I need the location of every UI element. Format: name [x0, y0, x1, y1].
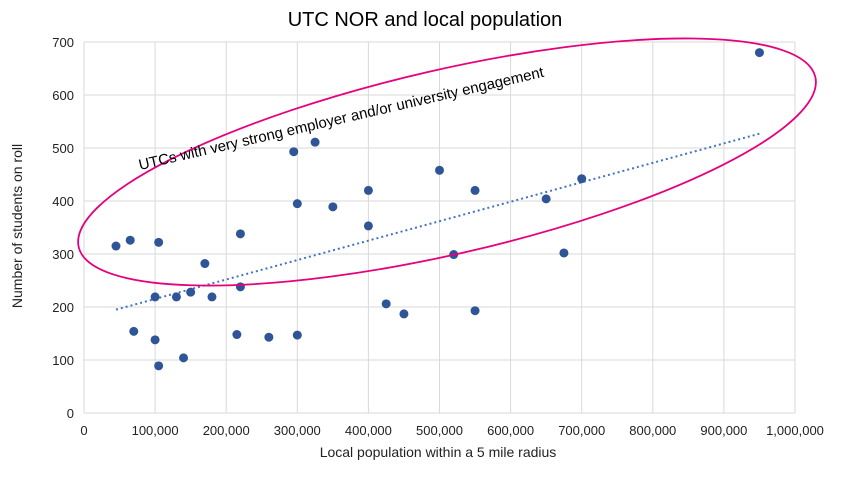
data-point — [232, 330, 242, 340]
data-point — [179, 353, 189, 363]
data-point — [310, 137, 320, 147]
x-tick-label: 1,000,000 — [766, 423, 824, 438]
data-point — [171, 292, 181, 302]
trendline — [115, 132, 760, 311]
x-tick-label: 200,000 — [203, 423, 250, 438]
data-point — [541, 194, 551, 204]
data-point — [150, 335, 160, 345]
highlight-ellipse — [77, 37, 817, 287]
x-tick-label: 500,000 — [416, 423, 463, 438]
data-point — [363, 221, 373, 231]
x-tick-label: 700,000 — [558, 423, 605, 438]
y-tick-label: 300 — [52, 247, 74, 262]
x-tick-label: 400,000 — [345, 423, 392, 438]
y-tick-label: 100 — [52, 353, 74, 368]
y-tick-label: 500 — [52, 141, 74, 156]
chart-title: UTC NOR and local population — [288, 9, 563, 31]
data-point — [200, 259, 210, 269]
data-point — [129, 326, 139, 336]
data-point — [577, 174, 587, 184]
y-tick-label: 200 — [52, 300, 74, 315]
data-point — [435, 165, 444, 175]
y-tick-label: 400 — [52, 194, 74, 209]
tick-labels: 0 100 200 300 400 500 600 700 0 100,000 200,000 300… — [52, 35, 824, 438]
highlight-group: UTCs with very strong employer and/or un… — [77, 37, 817, 287]
trendline-line — [115, 132, 760, 311]
data-point — [154, 361, 164, 371]
data-point — [754, 48, 764, 58]
data-point — [111, 241, 121, 251]
x-tick-label: 900,000 — [700, 423, 747, 438]
data-point — [207, 292, 217, 302]
data-point — [381, 299, 391, 309]
data-point — [186, 287, 196, 297]
data-point — [235, 229, 245, 239]
x-tick-label: 100,000 — [132, 423, 179, 438]
data-point — [292, 199, 302, 209]
data-point — [264, 332, 274, 342]
data-point — [559, 248, 569, 258]
y-tick-label: 700 — [52, 35, 74, 50]
data-point — [470, 306, 480, 316]
data-point — [150, 292, 160, 302]
x-axis-label: Local population within a 5 mile radius — [320, 444, 557, 460]
data-point — [125, 235, 135, 245]
data-point — [363, 185, 373, 195]
data-point — [399, 309, 409, 319]
data-point — [235, 282, 245, 292]
y-tick-label: 600 — [52, 88, 74, 103]
data-point — [289, 147, 299, 157]
y-tick-label: 0 — [67, 406, 74, 421]
data-point — [328, 202, 338, 212]
x-tick-label: 300,000 — [274, 423, 321, 438]
data-point — [470, 185, 480, 195]
data-points — [111, 48, 764, 371]
y-axis-label: Number of students on roll — [9, 144, 25, 308]
data-point — [154, 237, 164, 247]
x-tick-label: 800,000 — [629, 423, 676, 438]
x-tick-label: 0 — [80, 423, 87, 438]
annotation-text: UTCs with very strong employer and/or un… — [137, 64, 546, 174]
data-point — [292, 330, 302, 340]
x-tick-label: 600,000 — [487, 423, 534, 438]
